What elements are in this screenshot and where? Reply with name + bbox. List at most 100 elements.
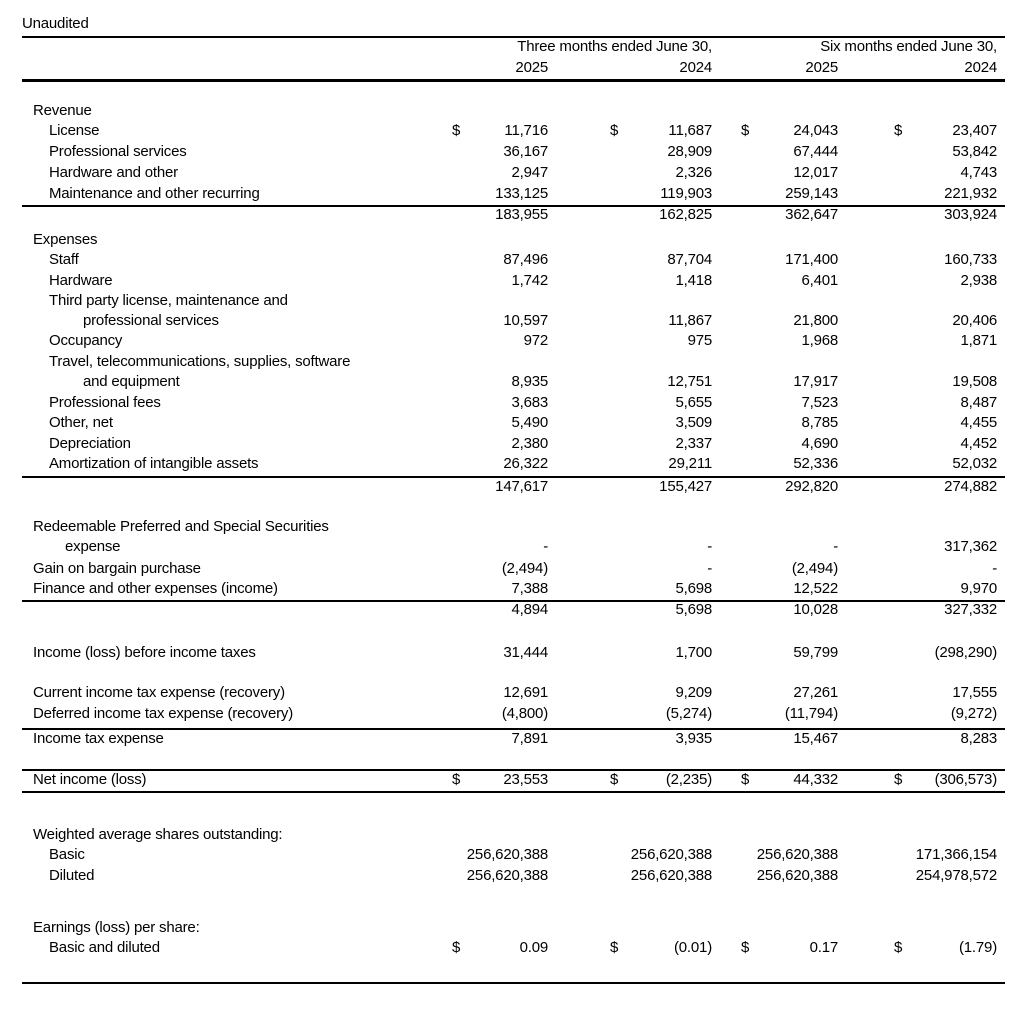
- currency-symbol: $: [610, 122, 619, 139]
- caption-unaudited: Unaudited: [22, 15, 89, 32]
- cell-value: 6,401: [801, 272, 838, 289]
- cell-value: 17,917: [793, 373, 838, 390]
- rule-line: [22, 205, 1005, 207]
- row-label: Earnings (loss) per share:: [33, 919, 200, 936]
- cell-value: 362,647: [785, 206, 838, 223]
- cell-value: 17,555: [952, 684, 997, 701]
- cell-value: 3,935: [675, 730, 712, 747]
- cell-value: 292,820: [785, 478, 838, 495]
- cell-value: 254,978,572: [915, 867, 997, 884]
- row-label: Maintenance and other recurring: [49, 185, 260, 202]
- currency-symbol: $: [452, 939, 461, 956]
- cell-value: 67,444: [793, 143, 838, 160]
- currency-symbol: $: [610, 939, 619, 956]
- currency-symbol: $: [741, 122, 750, 139]
- row-label: Deferred income tax expense (recovery): [33, 705, 294, 722]
- cell-value: -: [707, 560, 712, 577]
- cell-value: (306,573): [934, 771, 998, 788]
- cell-value: 256,620,388: [630, 846, 712, 863]
- cell-value: 24,043: [793, 122, 838, 139]
- row-label: Third party license, maintenance and: [49, 292, 288, 309]
- row-label: Gain on bargain purchase: [33, 560, 201, 577]
- row-label: Professional fees: [49, 394, 161, 411]
- cell-value: 5,698: [675, 601, 712, 618]
- row-label: professional services: [83, 312, 219, 329]
- cell-value: (2,494): [501, 560, 548, 577]
- cell-value: (0.01): [674, 939, 712, 956]
- row-label: Staff: [49, 251, 79, 268]
- cell-value: 59,799: [793, 644, 838, 661]
- row-label: Hardware: [49, 272, 113, 289]
- currency-symbol: $: [741, 939, 750, 956]
- cell-value: 8,283: [960, 730, 997, 747]
- currency-symbol: $: [894, 122, 903, 139]
- cell-value: 87,704: [667, 251, 712, 268]
- cell-value: 7,523: [801, 394, 838, 411]
- cell-value: 15,467: [793, 730, 838, 747]
- row-label: Occupancy: [49, 332, 123, 349]
- row-label: Basic: [49, 846, 85, 863]
- cell-value: 155,427: [659, 478, 712, 495]
- row-label: License: [49, 122, 100, 139]
- cell-value: 972: [523, 332, 549, 349]
- cell-value: -: [833, 538, 838, 555]
- currency-symbol: $: [894, 939, 903, 956]
- cell-value: 119,903: [660, 185, 712, 202]
- cell-value: 12,751: [667, 373, 712, 390]
- cell-value: 52,032: [952, 455, 997, 472]
- row-label: Basic and diluted: [49, 939, 160, 956]
- row-label: expense: [65, 538, 121, 555]
- cell-value: (9,272): [950, 705, 997, 722]
- cell-value: 975: [687, 332, 713, 349]
- cell-value: 256,620,388: [630, 867, 712, 884]
- cell-value: 10,028: [793, 601, 838, 618]
- cell-value: 5,698: [675, 580, 712, 597]
- cell-value: 4,894: [511, 601, 548, 618]
- cell-value: (1.79): [959, 939, 997, 956]
- cell-value: 10,597: [503, 312, 548, 329]
- cell-value: 0.09: [519, 939, 549, 956]
- cell-value: 52,336: [793, 455, 838, 472]
- cell-value: 256,620,388: [466, 867, 548, 884]
- cell-value: 317,362: [944, 538, 997, 555]
- cell-value: 133,125: [495, 185, 548, 202]
- cell-value: 2,337: [675, 435, 712, 452]
- cell-value: 7,891: [511, 730, 548, 747]
- cell-value: (4,800): [501, 705, 548, 722]
- header-six-months: Six months ended June 30,: [820, 38, 997, 55]
- cell-value: 4,455: [960, 414, 997, 431]
- cell-value: 87,496: [503, 251, 548, 268]
- cell-value: 7,388: [511, 580, 548, 597]
- cell-value: 11,716: [504, 122, 548, 139]
- header-year-h-2025: 2025: [805, 59, 838, 76]
- cell-value: 1,418: [675, 272, 712, 289]
- cell-value: -: [707, 538, 712, 555]
- row-label: Expenses: [33, 231, 98, 248]
- currency-symbol: $: [741, 771, 750, 788]
- cell-value: 2,326: [675, 164, 712, 181]
- cell-value: 256,620,388: [466, 846, 548, 863]
- cell-value: 3,683: [511, 394, 548, 411]
- header-year-q-2024: 2024: [679, 59, 712, 76]
- rule-line: [22, 791, 1005, 793]
- cell-value: 171,400: [785, 251, 838, 268]
- cell-value: 19,508: [952, 373, 997, 390]
- rule-line: [22, 36, 1005, 38]
- currency-symbol: $: [894, 771, 903, 788]
- cell-value: 28,909: [667, 143, 712, 160]
- cell-value: 9,209: [675, 684, 712, 701]
- cell-value: 4,690: [801, 435, 838, 452]
- rule-line: [22, 79, 1005, 82]
- row-label: Amortization of intangible assets: [49, 455, 259, 472]
- cell-value: 44,332: [793, 771, 838, 788]
- cell-value: 2,947: [511, 164, 548, 181]
- cell-value: 8,935: [511, 373, 548, 390]
- currency-symbol: $: [452, 122, 461, 139]
- currency-symbol: $: [610, 771, 619, 788]
- cell-value: 256,620,388: [756, 867, 838, 884]
- cell-value: 20,406: [952, 312, 997, 329]
- cell-value: 147,617: [495, 478, 548, 495]
- cell-value: 31,444: [503, 644, 548, 661]
- cell-value: 2,938: [960, 272, 997, 289]
- cell-value: 21,800: [793, 312, 838, 329]
